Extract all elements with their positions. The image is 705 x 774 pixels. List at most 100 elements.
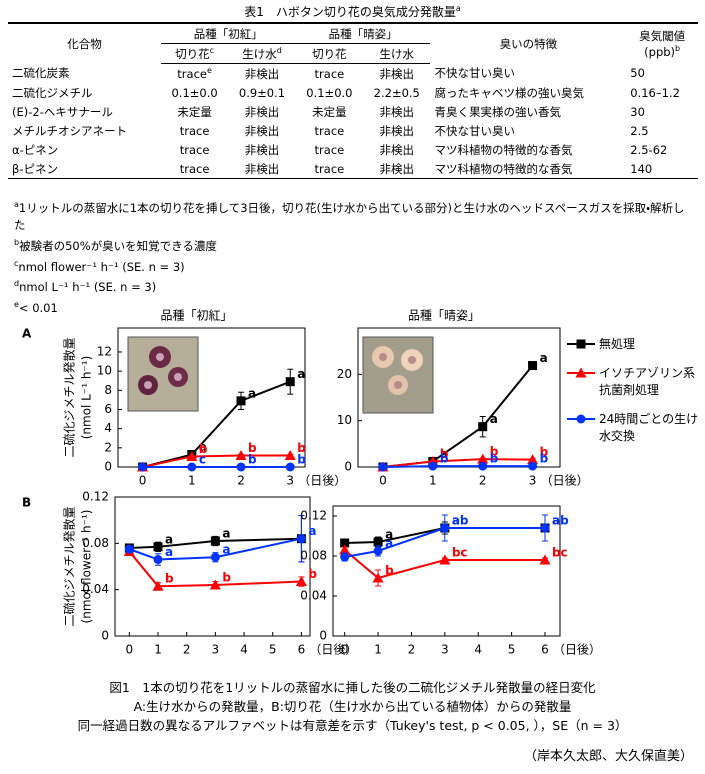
table-cell: 2.2±0.5 bbox=[363, 83, 430, 102]
x-axis-label: （日後） bbox=[541, 474, 589, 488]
significance-letter: ab bbox=[552, 514, 569, 528]
legend-swatch bbox=[567, 339, 595, 349]
cell-text: β-ピネン bbox=[12, 161, 58, 176]
marker bbox=[138, 462, 148, 472]
marker bbox=[285, 377, 295, 387]
table-cell: 0.16–1.2 bbox=[626, 83, 698, 102]
plot-frame bbox=[332, 505, 561, 637]
y-tick-label: 0.04 bbox=[82, 582, 109, 596]
x-axis-label: （日後） bbox=[553, 643, 601, 657]
header-unit: (ppb)b bbox=[630, 44, 694, 59]
significance-letter: b bbox=[440, 452, 449, 466]
footnote: b被験者の50%が臭いを知覚できる濃度 bbox=[14, 234, 694, 255]
footnote-mark: c bbox=[209, 45, 215, 55]
footnote-mark: e bbox=[14, 300, 19, 310]
marker bbox=[236, 396, 246, 406]
significance-letter: b bbox=[165, 572, 174, 586]
series-line bbox=[129, 537, 302, 549]
marker bbox=[428, 461, 438, 471]
cell-text: 未定量 bbox=[312, 104, 347, 119]
marker bbox=[124, 544, 134, 554]
y-tick-label: 2 bbox=[104, 440, 112, 454]
marker bbox=[339, 544, 351, 555]
cell-text: 生け水 bbox=[379, 46, 415, 61]
significance-letter: b bbox=[385, 564, 394, 578]
legend: 無処理 イソチアゾリン系抗菌剤処理 24時間ごとの生け水交換 bbox=[565, 336, 705, 457]
table-cell: 0.1±0.0 bbox=[161, 83, 228, 102]
marker bbox=[236, 462, 246, 472]
series-line bbox=[382, 465, 533, 468]
footnote: a1リットルの蒸留水に1本の切り花を挿して3日後，切り花(生け水から出ている部分… bbox=[14, 196, 694, 234]
caption-line: A:生け水からの発散量，B:切り花（生け水から出ている植物体）からの発散量 bbox=[133, 699, 572, 714]
header-cell: 化合物 bbox=[67, 36, 102, 51]
marker bbox=[284, 449, 296, 460]
cell-text: 青臭く果実様の強い香気 bbox=[434, 104, 561, 119]
x-tick-label: 2 bbox=[183, 643, 191, 657]
series-line bbox=[142, 454, 291, 468]
table-cell: 非検出 bbox=[363, 64, 430, 84]
significance-letter: a bbox=[165, 545, 173, 559]
marker bbox=[210, 536, 220, 546]
table-cell: α-ピネン bbox=[8, 140, 161, 159]
x-tick-label: 6 bbox=[298, 643, 306, 657]
significance-letter: b bbox=[540, 452, 549, 466]
x-tick-label: 1 bbox=[374, 643, 382, 657]
x-tick-label: 3 bbox=[529, 474, 537, 488]
x-tick-label: 3 bbox=[286, 474, 294, 488]
significance-letter: b bbox=[540, 445, 549, 459]
caption: 図1 1本の切り花を1リットルの蒸留水に挿した後の二硫化ジメチル発散量の経日変化… bbox=[0, 678, 705, 735]
footnote: dnmol L⁻¹ h⁻¹ (SE. n = 3) bbox=[14, 275, 694, 296]
chart-title: 品種「晴姿」 bbox=[408, 309, 480, 323]
y-axis-label: 二硫化ジメチル発散量 bbox=[62, 337, 77, 457]
table-cell: 非検出 bbox=[363, 159, 430, 179]
x-tick-label: 3 bbox=[441, 643, 449, 657]
table-cell: 非検出 bbox=[228, 159, 295, 179]
marker bbox=[340, 552, 350, 562]
table-cell: (E)-2-ヘキサナール bbox=[8, 102, 161, 121]
footnote-text: 被験者の50%が臭いを知覚できる濃度 bbox=[19, 238, 217, 253]
footnote-mark: a bbox=[14, 200, 19, 209]
cell-text: 不快な甘い臭い bbox=[434, 123, 515, 138]
marker bbox=[235, 449, 247, 460]
caption-title: 図1 1本の切り花を1リットルの蒸留水に挿した後の二硫化ジメチル発散量の経日変化 bbox=[109, 680, 596, 695]
table-cell: 非検出 bbox=[228, 102, 295, 121]
cell-text: trace bbox=[314, 66, 345, 81]
significance-letter: b bbox=[199, 442, 208, 456]
y-tick-label: 0 bbox=[344, 460, 352, 474]
cell-text: trace bbox=[314, 123, 345, 138]
marker bbox=[540, 523, 550, 533]
marker bbox=[528, 461, 538, 471]
significance-letter: a bbox=[452, 514, 460, 528]
table-cell: 0.9±0.1 bbox=[228, 83, 295, 102]
marker bbox=[296, 534, 306, 544]
significance-letter: b bbox=[490, 452, 499, 466]
y-tick-label: 0 bbox=[101, 629, 109, 643]
table-row: (E)-2-ヘキサナール 未定量 非検出 未定量 非検出 青臭く果実様の強い香気 30 bbox=[8, 102, 698, 121]
legend-item: 無処理 bbox=[565, 336, 705, 353]
photo bbox=[362, 336, 434, 414]
marker bbox=[373, 546, 383, 556]
y-tick-label: 10 bbox=[337, 413, 352, 427]
y-tick-label: 12 bbox=[97, 344, 112, 358]
legend-item: イソチアゾリン系抗菌剤処理 bbox=[565, 365, 705, 399]
x-tick-label: 5 bbox=[269, 643, 277, 657]
y-tick-label: 10 bbox=[97, 364, 112, 378]
plot-frame bbox=[114, 496, 311, 637]
table-cell: マツ科植物の特徴的な香気 bbox=[430, 159, 626, 179]
y-tick-label: 8 bbox=[104, 383, 112, 397]
footnote-mark: c bbox=[14, 258, 19, 268]
marker bbox=[477, 453, 489, 464]
table-cell: 二硫化炭素 bbox=[8, 64, 161, 84]
marker bbox=[378, 462, 388, 472]
header-cell: 生け水 bbox=[363, 43, 431, 64]
cell-text: 非検出 bbox=[379, 66, 415, 81]
marker bbox=[440, 523, 450, 533]
y-tick-label: 0 bbox=[319, 629, 327, 643]
x-tick-label: 6 bbox=[541, 643, 549, 657]
header-row: 切り花c 生け水d 切り花 生け水 bbox=[8, 43, 698, 64]
footnote: e< 0.01 bbox=[14, 296, 694, 317]
x-tick-label: 2 bbox=[479, 474, 487, 488]
footnote-mark: b bbox=[14, 237, 20, 247]
